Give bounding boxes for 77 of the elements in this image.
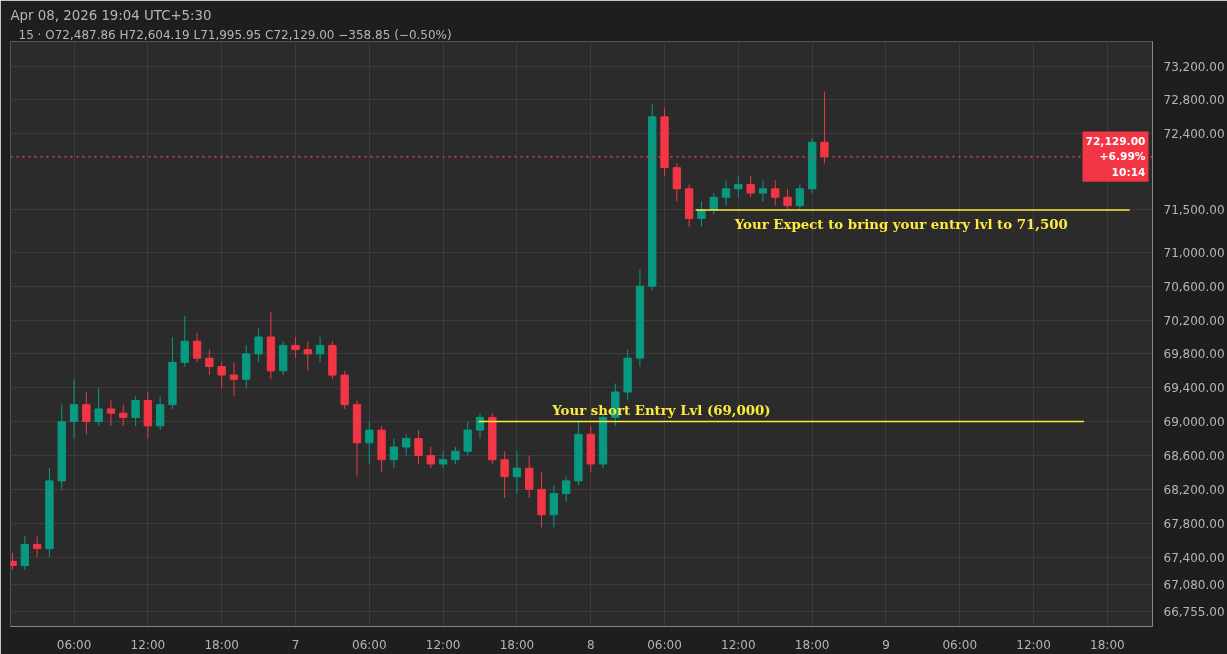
y-tick-label: 73,200.00: [1163, 59, 1225, 74]
candlestick: [525, 454, 534, 499]
y-tick-label: 68,600.00: [1163, 448, 1225, 463]
ref-line-label: Your Expect to bring your entry lvl to 71,500: [733, 215, 1068, 232]
candlestick: [721, 179, 731, 207]
candlestick: [795, 184, 805, 211]
candlestick: [463, 421, 472, 456]
candlestick: [205, 349, 214, 376]
candlestick: [426, 446, 435, 469]
candlestick: [180, 315, 189, 368]
x-tick-label: 18:00: [204, 637, 239, 652]
x-tick-label: 06:00: [352, 637, 387, 652]
y-tick-label: 67,800.00: [1163, 516, 1225, 531]
y-tick-label: 72,400.00: [1163, 127, 1225, 142]
candlestick: [192, 332, 202, 363]
y-tick-label: 71,500.00: [1163, 203, 1225, 218]
candlestick: [32, 535, 42, 558]
candlestick: [734, 175, 743, 198]
candlestick: [82, 391, 91, 435]
x-tick-label: 18:00: [1090, 637, 1125, 652]
candlestick: [119, 404, 128, 427]
candlestick: [254, 328, 263, 363]
candlestick: [217, 361, 226, 389]
x-tick-label: 8: [586, 637, 595, 652]
y-tick-label: 67,080.00: [1163, 577, 1225, 592]
y-tick-label: 66,755.00: [1163, 605, 1225, 620]
y-tick-label: 72,800.00: [1163, 93, 1225, 108]
y-tick-label: 69,000.00: [1163, 415, 1225, 430]
x-tick-label: 12:00: [130, 637, 166, 652]
candlestick: [783, 188, 792, 211]
candlestick: [291, 336, 300, 359]
candlestick: [500, 450, 509, 499]
ref-line-label: 72,129.00 +6.99% 10:14: [1085, 134, 1146, 179]
candlestick: [475, 412, 485, 440]
x-tick-label: 7: [291, 637, 300, 652]
candlestick: [155, 395, 165, 431]
candlestick: [389, 438, 399, 469]
candlestick: [303, 340, 312, 372]
candlestick: [402, 433, 411, 456]
y-tick-label: 70,600.00: [1163, 279, 1225, 294]
chart-title: Apr 08, 2026 19:04 UTC+5:30: [10, 7, 212, 23]
candlestick: [315, 336, 325, 363]
candlestick: [758, 179, 768, 203]
y-tick-label: 68,200.00: [1163, 482, 1225, 497]
candlestick: [229, 361, 239, 397]
ref-line-label: Your short Entry Lvl (69,000): [551, 401, 771, 418]
y-tick-label: 67,400.00: [1163, 550, 1225, 565]
x-tick-label: 06:00: [647, 637, 682, 652]
x-tick-label: 12:00: [425, 637, 461, 652]
candlestick: [697, 201, 706, 228]
candlestick: [746, 175, 755, 198]
candlestick: [94, 387, 103, 427]
y-tick-label: 71,000.00: [1163, 245, 1225, 260]
candlestick: [69, 378, 79, 440]
candlestick: [414, 429, 423, 465]
x-tick-label: 18:00: [499, 637, 535, 652]
x-tick-label: 06:00: [56, 637, 92, 652]
x-tick-label: 06:00: [942, 637, 978, 652]
chart-subtitle: 15 · O72,487.86 H72,604.19 L71,995.95 C72,129.00 −358.85 (−0.50%): [18, 27, 452, 42]
candlestick: [438, 450, 448, 469]
candlestick: [106, 399, 116, 427]
x-tick-label: 18:00: [794, 637, 830, 652]
candlestick: [365, 421, 374, 465]
candlestick: [131, 395, 140, 427]
candlestick: [771, 179, 780, 207]
x-tick-label: 12:00: [1016, 637, 1051, 652]
candlestick: [709, 192, 718, 215]
x-tick-label: 12:00: [721, 637, 756, 652]
candlestick: [672, 162, 682, 203]
candlestick: [512, 450, 522, 495]
candlestick: [561, 476, 571, 503]
x-tick-label: 9: [882, 637, 890, 652]
candlestick: [549, 484, 559, 528]
y-tick-label: 69,400.00: [1163, 381, 1225, 396]
y-tick-label: 69,800.00: [1163, 347, 1225, 362]
y-tick-label: 70,200.00: [1163, 313, 1225, 328]
candlestick: [20, 535, 30, 571]
